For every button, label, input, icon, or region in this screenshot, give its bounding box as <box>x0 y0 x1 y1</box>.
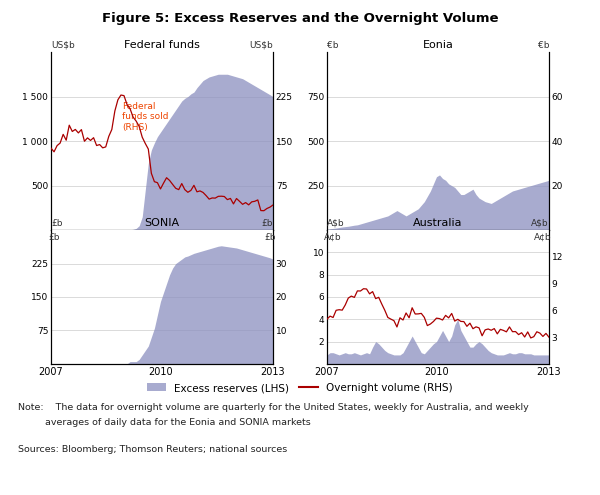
Text: £b: £b <box>262 219 273 228</box>
Text: £b: £b <box>51 219 62 228</box>
Legend: Excess reserves (LHS), Overnight volume (RHS): Excess reserves (LHS), Overnight volume … <box>143 379 457 397</box>
Text: Federal
funds sold
(RHS): Federal funds sold (RHS) <box>122 102 169 132</box>
Title: Federal funds: Federal funds <box>124 40 200 50</box>
Title: Australia: Australia <box>413 218 463 228</box>
Text: £b: £b <box>48 233 59 242</box>
Text: Figure 5: Excess Reserves and the Overnight Volume: Figure 5: Excess Reserves and the Overni… <box>102 12 498 25</box>
Text: A$b: A$b <box>532 219 549 228</box>
Text: US$b: US$b <box>51 41 75 50</box>
Title: SONIA: SONIA <box>145 218 179 228</box>
Text: £b: £b <box>265 233 276 242</box>
Text: €b: €b <box>327 41 338 50</box>
Text: Note:    The data for overnight volume are quarterly for the United States, week: Note: The data for overnight volume are … <box>18 403 529 412</box>
Text: Sources: Bloomberg; Thomson Reuters; national sources: Sources: Bloomberg; Thomson Reuters; nat… <box>18 446 287 454</box>
Text: US$b: US$b <box>249 41 273 50</box>
Text: A¢b: A¢b <box>535 233 552 242</box>
Text: €b: €b <box>538 41 549 50</box>
Title: Eonia: Eonia <box>422 40 454 50</box>
Text: averages of daily data for the Eonia and SONIA markets: averages of daily data for the Eonia and… <box>18 418 311 427</box>
Text: A¢b: A¢b <box>324 233 341 242</box>
Text: A$b: A$b <box>327 219 344 228</box>
